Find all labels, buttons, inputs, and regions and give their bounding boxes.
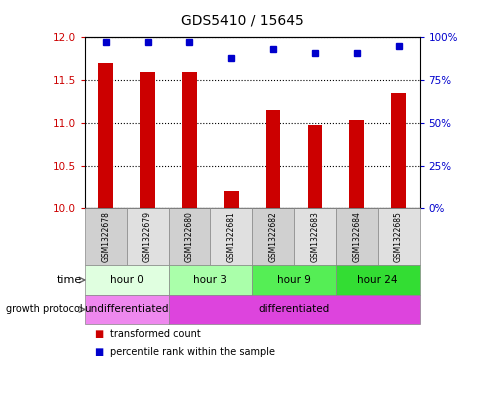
- Text: hour 3: hour 3: [193, 275, 227, 285]
- Text: GSM1322685: GSM1322685: [393, 211, 402, 262]
- Text: GSM1322678: GSM1322678: [101, 211, 110, 262]
- Text: GSM1322681: GSM1322681: [227, 211, 235, 262]
- Text: GSM1322682: GSM1322682: [268, 211, 277, 262]
- Text: GSM1322683: GSM1322683: [310, 211, 319, 262]
- Text: GSM1322684: GSM1322684: [351, 211, 361, 262]
- Bar: [140, 72, 154, 208]
- Text: hour 0: hour 0: [109, 275, 143, 285]
- Text: ■: ■: [94, 347, 104, 357]
- Text: percentile rank within the sample: percentile rank within the sample: [110, 347, 274, 357]
- Bar: [307, 125, 321, 208]
- Text: GSM1322679: GSM1322679: [143, 211, 152, 262]
- Bar: [224, 191, 238, 208]
- Text: undifferentiated: undifferentiated: [84, 305, 168, 314]
- Text: transformed count: transformed count: [110, 329, 200, 339]
- Text: differentiated: differentiated: [258, 305, 329, 314]
- Bar: [98, 63, 113, 208]
- Text: time: time: [57, 275, 82, 285]
- Bar: [391, 93, 405, 208]
- Text: GDS5410 / 15645: GDS5410 / 15645: [181, 14, 303, 28]
- Text: GSM1322680: GSM1322680: [184, 211, 194, 262]
- Text: hour 9: hour 9: [276, 275, 310, 285]
- Bar: [265, 110, 280, 208]
- Text: ■: ■: [94, 329, 104, 339]
- Bar: [349, 120, 363, 208]
- Bar: [182, 72, 197, 208]
- Text: hour 24: hour 24: [357, 275, 397, 285]
- Text: growth protocol: growth protocol: [6, 305, 82, 314]
